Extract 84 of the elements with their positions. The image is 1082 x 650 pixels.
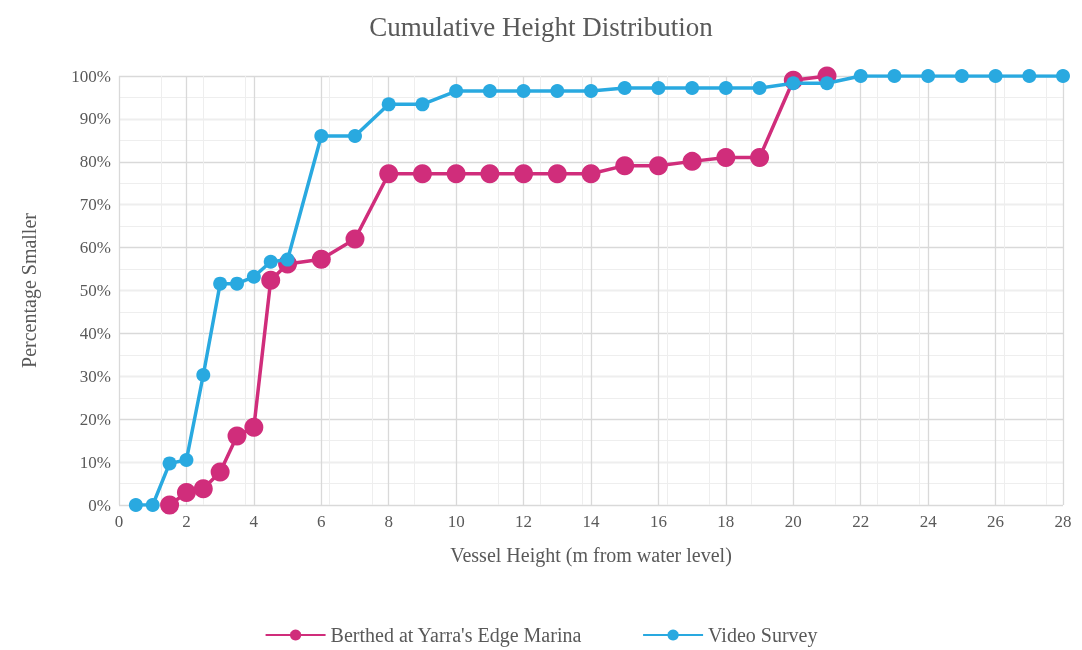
point xyxy=(887,69,902,83)
y-tick-label: 80% xyxy=(79,152,111,172)
y-axis-title: Percentage Smaller xyxy=(18,212,41,368)
y-tick-label: 50% xyxy=(79,281,111,300)
point xyxy=(584,84,598,99)
y-tick-label: 100% xyxy=(71,66,111,86)
x-tick-label: 8 xyxy=(384,512,393,531)
x-tick-label: 24 xyxy=(919,512,938,531)
legend-label: Video Survey xyxy=(708,624,818,647)
point xyxy=(145,498,160,512)
point xyxy=(685,81,700,96)
point xyxy=(480,164,500,184)
point xyxy=(449,84,464,99)
point xyxy=(752,81,767,96)
point xyxy=(314,129,329,144)
x-tick-label: 2 xyxy=(182,512,191,531)
point xyxy=(581,164,601,184)
point xyxy=(213,276,228,291)
x-tick-label: 6 xyxy=(317,512,326,531)
point xyxy=(1022,69,1037,83)
y-tick-label: 20% xyxy=(79,409,111,429)
point xyxy=(853,69,868,83)
point xyxy=(348,129,362,144)
point xyxy=(345,229,365,249)
point xyxy=(988,69,1003,83)
point xyxy=(954,69,969,83)
y-tick-label: 0% xyxy=(88,495,111,515)
point xyxy=(244,417,264,437)
point xyxy=(412,164,432,184)
x-tick-label: 12 xyxy=(515,512,533,531)
point xyxy=(516,84,531,99)
point xyxy=(550,84,565,99)
point xyxy=(651,81,666,96)
point xyxy=(230,276,244,291)
y-tick-label: 60% xyxy=(79,238,111,258)
x-tick-label: 16 xyxy=(649,512,667,531)
x-tick-label: 0 xyxy=(114,512,124,531)
point xyxy=(160,495,180,515)
point xyxy=(547,164,567,184)
x-tick-label: 28 xyxy=(1054,512,1072,531)
y-tick-label: 30% xyxy=(79,366,111,386)
point xyxy=(820,76,834,91)
point xyxy=(617,81,632,96)
point xyxy=(446,164,466,184)
x-tick-label: 20 xyxy=(784,512,802,531)
point xyxy=(311,249,331,269)
point xyxy=(648,156,668,176)
point xyxy=(482,84,497,99)
y-tick-label: 40% xyxy=(79,323,111,343)
point xyxy=(1056,69,1070,83)
y-tick-label: 70% xyxy=(79,195,111,215)
point xyxy=(193,479,213,499)
point xyxy=(381,97,396,112)
point xyxy=(261,270,281,290)
x-tick-label: 10 xyxy=(447,512,465,531)
point xyxy=(379,164,399,184)
point xyxy=(415,97,430,112)
point xyxy=(615,156,635,176)
chart-title: Cumulative Height Distribution xyxy=(369,11,714,42)
point xyxy=(280,252,295,267)
point xyxy=(750,148,770,167)
x-tick-label: 18 xyxy=(717,512,735,531)
point xyxy=(210,462,230,482)
point xyxy=(514,164,534,184)
x-tick-label: 4 xyxy=(249,512,259,531)
y-tick-label: 90% xyxy=(79,109,111,129)
point xyxy=(179,452,194,467)
legend-label: Berthed at Yarra's Edge Marina xyxy=(330,624,582,647)
point xyxy=(921,69,936,83)
point xyxy=(682,151,702,171)
point xyxy=(716,148,736,167)
point xyxy=(176,483,196,503)
x-tick-label: 26 xyxy=(987,512,1005,531)
point xyxy=(128,498,143,512)
x-axis-title: Vessel Height (m from water level) xyxy=(450,544,732,567)
point xyxy=(162,456,177,471)
x-tick-label: 14 xyxy=(582,512,600,531)
point xyxy=(227,426,247,446)
point xyxy=(246,269,261,284)
point xyxy=(718,81,733,96)
point xyxy=(263,254,278,269)
y-tick-label: 10% xyxy=(79,452,111,472)
x-tick-label: 22 xyxy=(852,512,870,531)
point xyxy=(196,368,211,383)
